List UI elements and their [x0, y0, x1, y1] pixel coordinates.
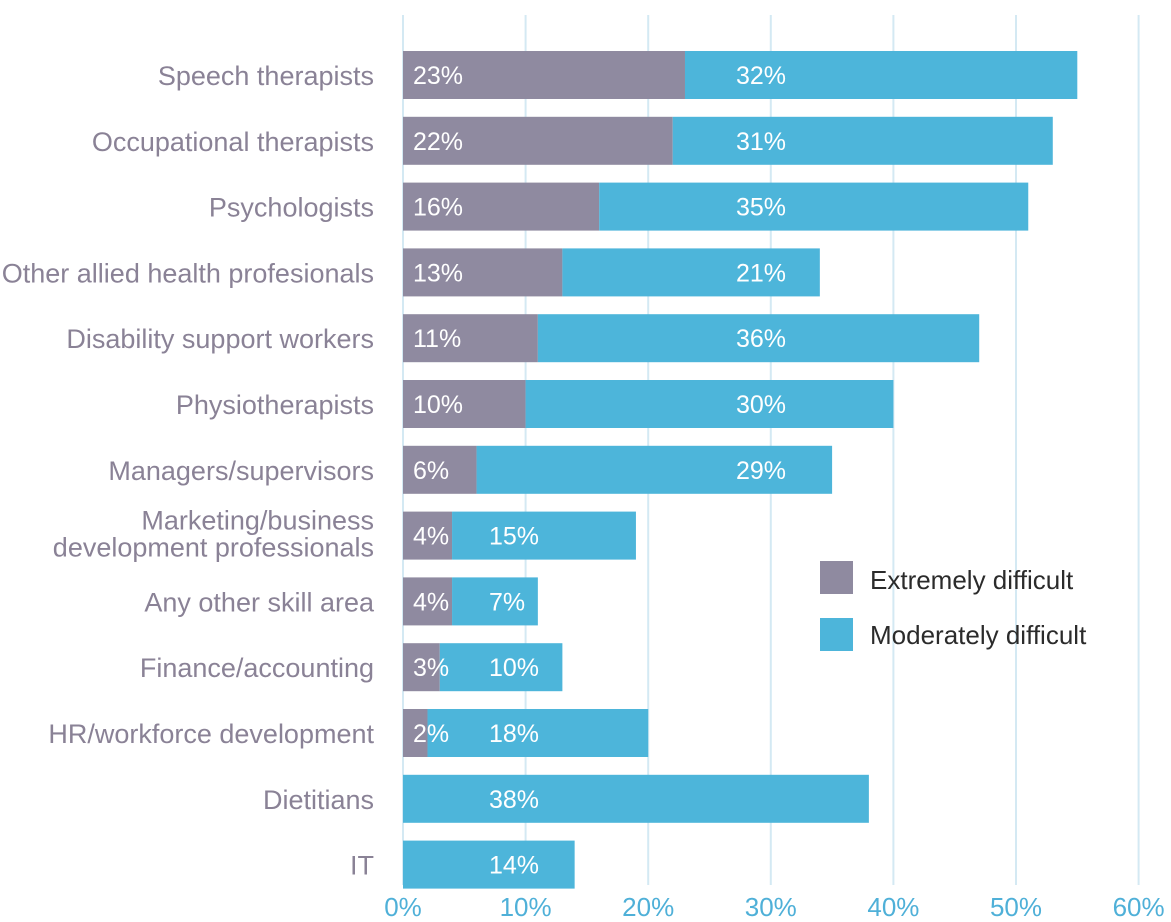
data-label-extremely-difficult: 6%: [413, 457, 449, 485]
x-axis-ticks: 0% 10% 20% 30% 40% 50% 60%: [384, 892, 1164, 922]
legend-label-moderately-difficult: Moderately difficult: [870, 620, 1087, 650]
category-label-any-other-skill-area: Any other skill area: [144, 587, 375, 617]
data-label-moderately-difficult: 32%: [736, 62, 786, 90]
x-tick-label: 50%: [990, 892, 1042, 922]
bar-extremely-difficult: [403, 51, 685, 99]
x-tick-label: 40%: [867, 892, 919, 922]
category-label-psychologists: Psychologists: [209, 193, 374, 223]
bar-extremely-difficult: [403, 314, 538, 363]
data-label-moderately-difficult: 18%: [489, 720, 539, 748]
bar-moderately-difficult: [562, 248, 820, 297]
data-label-extremely-difficult: 13%: [413, 259, 463, 287]
data-label-moderately-difficult: 14%: [489, 852, 539, 880]
bar-moderately-difficult: [452, 577, 538, 626]
category-label-line: Marketing/business: [141, 506, 374, 536]
bar-moderately-difficult: [452, 511, 636, 560]
data-label-moderately-difficult: 30%: [736, 391, 786, 419]
data-label-extremely-difficult: 11%: [413, 325, 461, 353]
category-label-disability-support-workers: Disability support workers: [66, 324, 374, 354]
category-label-other-allied-health-profesionals: Other allied health profesionals: [2, 258, 374, 288]
bar-moderately-difficult: [525, 380, 894, 428]
bar-moderately-difficult: [439, 643, 563, 692]
x-tick-label: 60%: [1113, 892, 1165, 922]
data-label-extremely-difficult: 23%: [413, 62, 463, 90]
category-label-line: development professionals: [53, 533, 374, 563]
data-label-moderately-difficult: 21%: [736, 259, 786, 287]
data-label-moderately-difficult: 7%: [489, 588, 525, 616]
bar-extremely-difficult: [403, 248, 563, 297]
bar-moderately-difficult: [599, 182, 1029, 231]
bar-moderately-difficult: [476, 445, 833, 494]
bar-extremely-difficult: [403, 116, 673, 165]
legend-swatch-extremely-difficult: [820, 561, 853, 594]
data-label-moderately-difficult: 15%: [489, 523, 539, 551]
data-label-extremely-difficult: 10%: [413, 391, 463, 419]
category-label-marketing-business-development-professionals: Marketing/business development profession…: [53, 506, 374, 563]
x-tick-label: 0%: [384, 892, 422, 922]
x-tick-label: 20%: [622, 892, 674, 922]
legend-label-extremely-difficult: Extremely difficult: [870, 565, 1074, 595]
category-label-occupational-therapists: Occupational therapists: [92, 127, 374, 157]
bar-extremely-difficult: [403, 511, 453, 560]
bar-extremely-difficult: [403, 182, 600, 231]
data-label-extremely-difficult: 3%: [413, 654, 449, 682]
bar-moderately-difficult: [403, 840, 575, 889]
bar-moderately-difficult: [403, 774, 869, 823]
legend: Extremely difficult Moderately difficult: [820, 561, 1087, 651]
bar-moderately-difficult: [537, 314, 980, 363]
category-label-it: IT: [350, 851, 374, 881]
bar-extremely-difficult: [403, 577, 453, 626]
legend-swatch-moderately-difficult: [820, 618, 853, 651]
bar-moderately-difficult: [427, 709, 649, 757]
bar-extremely-difficult: [403, 445, 477, 494]
bars: 23% 32% 22% 31% 16% 35% 13% 21% 11% 36% 10% 30% 6% 29…: [403, 51, 1078, 889]
bar-extremely-difficult: [403, 643, 440, 692]
category-label-physiotherapists: Physiotherapists: [176, 390, 374, 420]
category-label-hr-workforce-development: HR/workforce development: [48, 719, 374, 749]
bar-extremely-difficult: [403, 380, 526, 428]
bar-moderately-difficult: [672, 116, 1053, 165]
category-label-dietitians: Dietitians: [263, 785, 374, 815]
data-label-moderately-difficult: 38%: [489, 786, 539, 814]
bar-moderately-difficult: [684, 51, 1078, 99]
data-label-extremely-difficult: 2%: [413, 720, 449, 748]
data-label-moderately-difficult: 29%: [736, 457, 786, 485]
data-label-extremely-difficult: 4%: [413, 523, 449, 551]
x-tick-label: 10%: [500, 892, 552, 922]
data-label-extremely-difficult: 22%: [413, 128, 463, 156]
data-label-extremely-difficult: 16%: [413, 194, 463, 222]
x-tick-label: 30%: [745, 892, 797, 922]
data-label-moderately-difficult: 35%: [736, 194, 786, 222]
category-labels: Speech therapists Occupational therapists…: [2, 61, 375, 881]
bar-extremely-difficult: [403, 709, 428, 757]
data-label-moderately-difficult: 10%: [489, 654, 539, 682]
category-label-managers-supervisors: Managers/supervisors: [108, 456, 374, 486]
data-label-moderately-difficult: 31%: [736, 128, 786, 156]
category-label-speech-therapists: Speech therapists: [158, 61, 374, 91]
category-label-finance-accounting: Finance/accounting: [140, 653, 374, 683]
data-label-extremely-difficult: 4%: [413, 588, 449, 616]
data-label-moderately-difficult: 36%: [736, 325, 786, 353]
